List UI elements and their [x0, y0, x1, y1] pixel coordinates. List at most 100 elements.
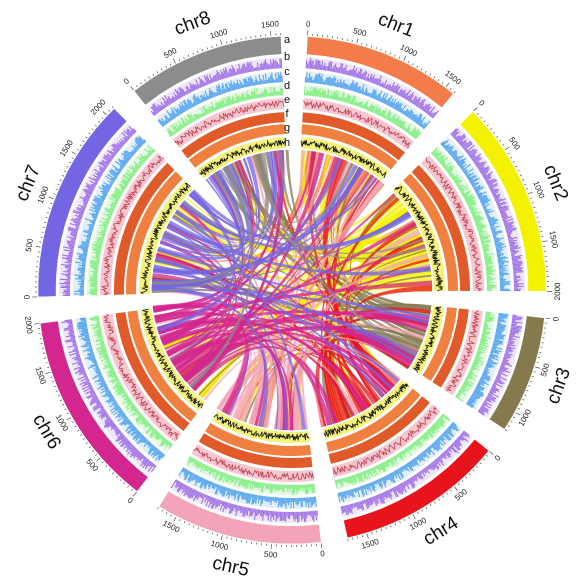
track-e-line: [425, 157, 483, 292]
ideogram-chr2: [459, 111, 547, 292]
tick-label: 500: [84, 457, 100, 473]
link-chr8: [163, 160, 254, 252]
track-c-bg: [440, 136, 512, 292]
track-f-heat: [411, 165, 470, 291]
chromosome-label-chr8: chr8: [172, 7, 214, 40]
track-b-bars: [170, 479, 318, 523]
link-chr7: [171, 215, 393, 390]
tick-label: 1000: [210, 539, 230, 553]
track-b-bars: [61, 319, 157, 473]
link-chr8: [175, 173, 246, 244]
track-h-line: [199, 139, 286, 176]
tick-label: 0: [306, 19, 312, 28]
tick-label: 1000: [36, 185, 51, 205]
track-h-bg: [140, 308, 206, 412]
tick-label: 1000: [399, 43, 419, 59]
track-h-line: [140, 183, 191, 295]
track-b-bg: [450, 126, 525, 292]
ideogram-chr7: [37, 108, 128, 298]
ticks-chr5: [157, 507, 323, 550]
track-e-bg: [443, 309, 483, 396]
track-h-bg: [196, 137, 286, 179]
track-c-bg: [73, 133, 147, 296]
ticks-chr3: [505, 317, 551, 432]
chromosome-label-chr2: chr2: [539, 162, 572, 204]
track-e-bg: [303, 98, 414, 151]
track-e-line: [333, 405, 438, 476]
chromosome-label-chr1: chr1: [375, 9, 417, 42]
tick-label: 1500: [360, 537, 380, 551]
track-b-bars: [59, 126, 137, 297]
track-letter-f: f: [285, 108, 289, 120]
track-c-bars: [76, 317, 166, 462]
track-h-line: [213, 414, 310, 441]
tick-label: 1500: [443, 69, 463, 87]
tick-label: 500: [507, 135, 522, 152]
chromosome-label-chr5: chr5: [210, 553, 251, 580]
ideogram-chr8: [133, 35, 282, 106]
track-h-bg: [322, 379, 411, 440]
track-f-heat: [328, 396, 430, 464]
link-chr8: [252, 154, 418, 357]
track-h-bg: [410, 305, 445, 374]
ticks-chr6: [34, 323, 137, 497]
track-f-heat: [114, 162, 175, 295]
link-chr3: [265, 151, 411, 367]
tick-label: 1000: [209, 27, 229, 41]
ticks-chr2: [473, 107, 552, 292]
track-g-heat: [125, 171, 183, 295]
tick-label: 0: [551, 316, 560, 322]
tick-label: 500: [352, 26, 368, 38]
tick-label: 0: [477, 98, 487, 108]
link-chr7: [151, 287, 430, 319]
link-chr5: [250, 155, 286, 430]
track-letter-h: h: [284, 137, 290, 149]
track-h-bg: [300, 137, 390, 181]
track-h-line: [413, 306, 442, 373]
link-chr3: [256, 153, 431, 313]
track-g-heat: [127, 310, 197, 422]
ideogram-chr3: [489, 315, 545, 430]
data-tracks: [58, 57, 525, 523]
track-f-heat: [302, 112, 406, 161]
track-letter-b: b: [284, 51, 290, 63]
track-g-heat: [403, 173, 459, 291]
track-e-bg: [331, 404, 441, 478]
tick-label: 500: [264, 550, 279, 560]
track-e-line: [174, 100, 285, 146]
tick-label: 1500: [33, 366, 47, 386]
link-chr8: [189, 165, 253, 389]
track-letter-a: a: [284, 34, 291, 46]
tick-label: 500: [162, 46, 178, 60]
tick-label: 1500: [261, 19, 280, 29]
track-e-line: [100, 155, 165, 296]
track-e-bg: [191, 444, 315, 482]
synteny-links: [151, 149, 433, 431]
tick-label: 0: [122, 76, 132, 86]
link-chr8: [231, 162, 424, 255]
track-e-line: [193, 447, 315, 481]
chromosome-ideograms: [37, 35, 547, 545]
track-letter-c: c: [284, 66, 290, 78]
tick-label: 500: [453, 487, 469, 503]
tick-label: 0: [493, 453, 503, 463]
track-e-line: [103, 314, 179, 440]
track-f-heat: [198, 433, 313, 468]
track-c-bars: [178, 467, 317, 509]
track-e-line: [303, 100, 411, 149]
track-d-bars: [430, 147, 497, 292]
track-letters: a b c d e f g h: [284, 34, 291, 149]
track-f-heat: [432, 308, 469, 388]
tick-label: 0: [126, 496, 135, 506]
ticks-chr7: [32, 106, 114, 298]
tick-label: 1000: [517, 407, 534, 427]
track-b-bg: [58, 123, 137, 297]
track-h-bg: [211, 411, 310, 443]
chromosome-label-chr4: chr4: [420, 512, 463, 550]
track-d-bars: [166, 86, 284, 138]
ticks-chr4: [347, 451, 494, 541]
tick-label: 2000: [553, 282, 562, 300]
tick-label: 0: [22, 295, 31, 300]
track-h-bg: [393, 182, 445, 291]
